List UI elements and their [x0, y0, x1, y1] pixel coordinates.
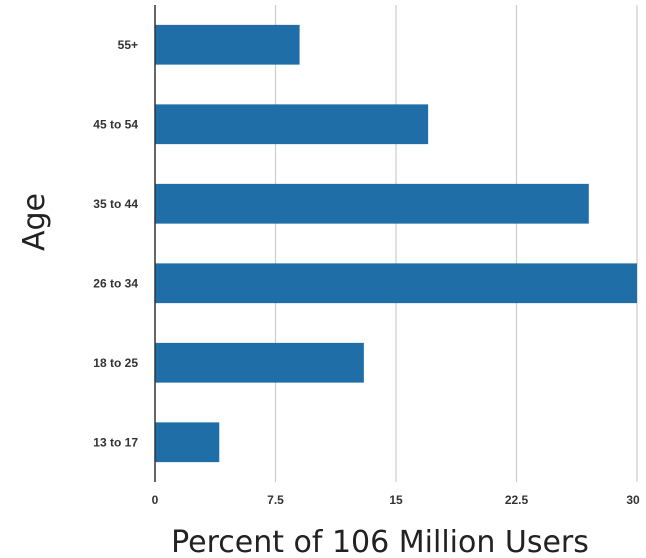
- y-axis-title: Age: [17, 193, 52, 251]
- category-label: 35 to 44: [93, 197, 138, 211]
- bar: [155, 342, 364, 383]
- category-label: 55+: [118, 38, 138, 52]
- x-tick-labels: 0 7.5 15 22.5 30: [152, 493, 640, 507]
- x-tick-label: 7.5: [267, 493, 284, 507]
- x-tick-label: 22.5: [505, 493, 529, 507]
- x-tick-label: 30: [626, 493, 640, 507]
- category-label: 13 to 17: [93, 435, 138, 449]
- category-label: 18 to 25: [93, 356, 138, 370]
- x-tick-label: 15: [389, 493, 403, 507]
- x-axis-title: Percent of 106 Million Users: [171, 525, 589, 558]
- x-tick-label: 0: [152, 493, 159, 507]
- category-labels: 55+ 45 to 54 35 to 44 26 to 34 18 to 25 13 to…: [93, 38, 138, 450]
- category-label: 26 to 34: [93, 276, 138, 290]
- bar: [155, 263, 637, 304]
- gridlines: [274, 5, 638, 482]
- bar: [155, 24, 300, 65]
- bar: [155, 104, 429, 145]
- bar: [155, 183, 589, 224]
- bars: [155, 24, 637, 463]
- category-label: 45 to 54: [93, 117, 138, 131]
- bar: [155, 422, 220, 463]
